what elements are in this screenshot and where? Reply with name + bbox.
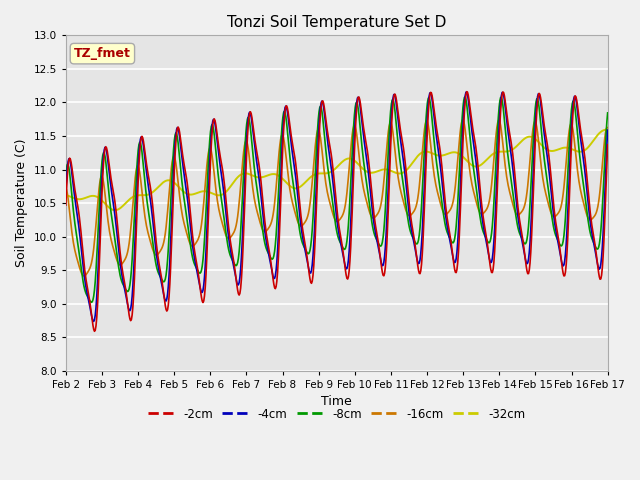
Y-axis label: Soil Temperature (C): Soil Temperature (C) — [15, 139, 28, 267]
X-axis label: Time: Time — [321, 396, 352, 408]
Text: TZ_fmet: TZ_fmet — [74, 47, 131, 60]
Legend: -2cm, -4cm, -8cm, -16cm, -32cm: -2cm, -4cm, -8cm, -16cm, -32cm — [143, 403, 531, 425]
Title: Tonzi Soil Temperature Set D: Tonzi Soil Temperature Set D — [227, 15, 447, 30]
